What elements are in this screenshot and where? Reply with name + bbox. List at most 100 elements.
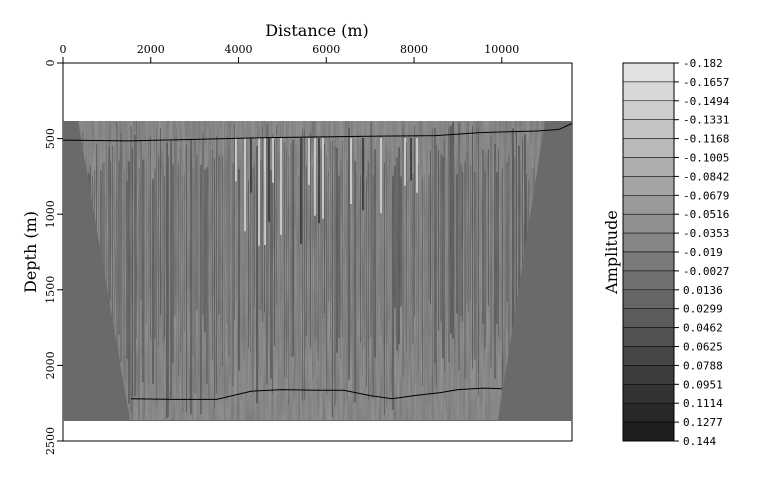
seismic-trace [436,144,437,386]
seismic-trace [132,148,133,397]
colorbar-tick-label: -0.1168 [683,133,729,146]
seismic-trace [450,125,452,334]
seismic-trace [112,146,113,327]
seismic-trace [192,168,194,357]
colorbar-tick-label: -0.0353 [683,227,729,240]
seismic-trace [222,156,223,367]
seismic-trace [302,129,303,401]
seismic-trace [150,135,151,340]
seismic-section [63,121,572,421]
seismic-trace [246,122,247,381]
seismic-trace [212,149,213,360]
seismic-trace [178,162,179,376]
reflector-trace [380,138,382,214]
seismic-trace [110,161,111,301]
colorbar-tick-label: -0.1494 [683,95,730,108]
seismic-trace [392,175,394,410]
seismic-trace [312,165,313,380]
seismic-trace [108,146,110,303]
seismic-trace [438,149,439,331]
reflector-trace [410,138,412,181]
seismic-trace [372,174,374,399]
seismic-trace [140,139,142,301]
seismic-trace [304,129,305,400]
seismic-trace [122,121,124,377]
seismic-trace [442,156,444,359]
reflector-trace [314,138,316,216]
seismic-trace [476,125,477,389]
bright-reflectors [235,138,418,246]
seismic-trace [216,136,217,394]
seismic-trace [142,159,144,383]
seismic-trace [496,172,498,325]
seismic-trace [168,155,169,417]
seismic-trace [400,176,402,307]
x-tick-label: 0 [60,43,67,56]
colorbar-tick-label: -0.1005 [683,152,729,165]
seismic-trace [402,127,404,377]
colorbar-swatch [622,213,675,234]
y-tick-label: 1000 [44,200,57,228]
y-tick-label: 2000 [44,351,57,379]
x-axis-label: Distance (m) [265,21,369,40]
seismic-trace [102,163,104,314]
colorbar-tick-label: -0.0516 [683,208,729,221]
reflector-trace [308,138,310,185]
seismic-trace [106,143,107,349]
seismic-trace [130,126,132,413]
y-tick-label: 500 [44,128,57,149]
seismic-trace [518,145,520,341]
seismic-trace [380,142,382,335]
seismic-trace [196,154,198,311]
colorbar-swatch [622,176,675,196]
bottom-horizon-line [130,387,502,400]
seismic-trace [444,138,445,371]
seismic-trace [116,122,118,367]
seismic-trace [310,133,311,348]
seismic-trace [462,171,463,322]
seismic-trace [440,153,442,322]
colorbar-tick-label: 0.0299 [683,303,723,316]
seismic-trace [206,167,208,384]
seismic-trace [182,176,183,412]
seismic-trace [218,155,220,314]
seismic-trace [334,146,336,406]
seismic-trace [152,179,154,385]
seismic-trace [502,167,503,415]
seismic-trace [274,139,275,346]
seismic-trace [294,145,295,399]
seismic-trace [522,137,523,362]
seismic-trace [220,159,221,375]
seismic-trace [396,157,398,351]
seismic-trace [472,126,473,369]
seismic-trace [200,164,202,415]
seismic-trace [490,136,492,368]
seismic-trace [468,121,469,313]
seismic-trace [512,128,514,391]
seismic-trace [282,142,284,416]
seismic-trace [374,149,376,358]
seismic-trace [186,144,187,413]
seismic-trace [344,131,345,369]
seismic-trace [346,158,348,401]
seismic-trace [482,149,484,324]
seismic-trace [328,171,329,303]
seismic-trace [198,122,200,379]
seismic-trace [342,140,343,338]
seismic-trace [172,164,174,364]
seismic-trace [230,149,232,383]
seismic-trace [254,164,255,307]
seismic-trace [226,135,228,324]
seismic-trace [114,153,115,402]
seismic-trace [470,164,471,301]
seismic-trace [266,124,268,385]
colorbar-tick-label: -0.1331 [683,114,729,127]
colorbar-tick-label: -0.1657 [683,76,729,89]
seismic-trace [166,142,168,419]
seismic-trace [232,163,234,387]
seismic-trace [338,175,340,338]
reflector-trace [244,138,246,232]
seismic-trace [478,127,479,396]
seismic-trace [508,155,510,351]
